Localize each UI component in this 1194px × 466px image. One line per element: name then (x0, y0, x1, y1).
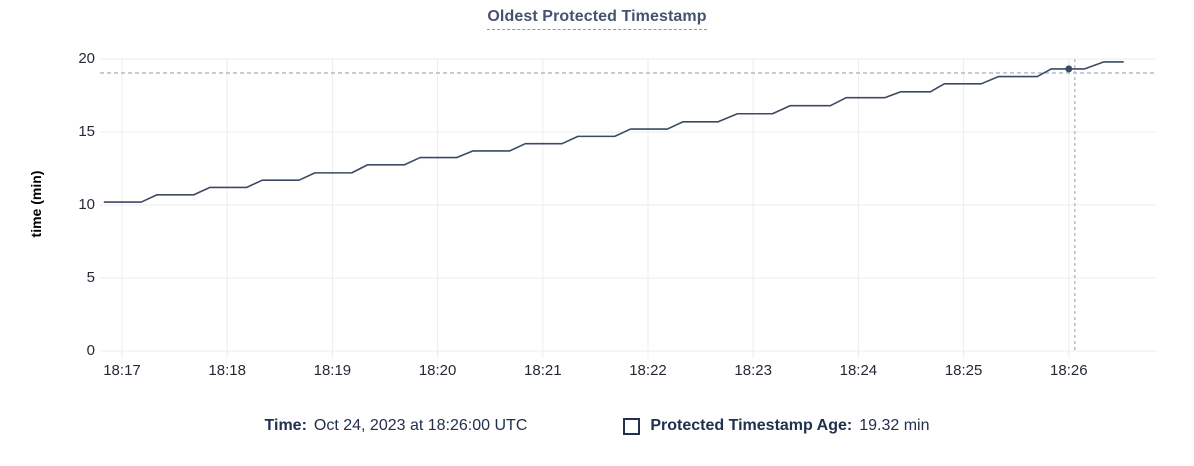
legend-time-label: Time: (264, 417, 307, 434)
y-axis-title: time (min) (28, 170, 44, 238)
series-line (103, 61, 1124, 203)
x-tick-label: 18:21 (524, 362, 562, 379)
chart-plot-area[interactable] (0, 0, 1194, 400)
x-tick-label: 18:22 (629, 362, 667, 379)
y-tick-label: 20 (78, 50, 95, 67)
chart-legend: Time: Oct 24, 2023 at 18:26:00 UTC Prote… (0, 417, 1194, 435)
legend-series-group: Protected Timestamp Age: 19.32 min (623, 417, 929, 435)
legend-time-value: Oct 24, 2023 at 18:26:00 UTC (313, 417, 528, 434)
x-tick-label: 18:19 (313, 362, 352, 379)
y-tick-label: 10 (78, 196, 95, 213)
x-tick-label: 18:24 (839, 362, 878, 379)
x-tick-label: 18:18 (208, 362, 246, 379)
highlight-dot (1065, 65, 1073, 73)
chart-header: Oldest Protected Timestamp (0, 8, 1194, 30)
y-tick-label: 0 (86, 342, 95, 359)
series-toggle-checkbox[interactable] (623, 417, 641, 435)
chart-title[interactable]: Oldest Protected Timestamp (487, 8, 707, 30)
legend-series-label: Protected Timestamp Age: (650, 417, 853, 434)
y-tick-label: 15 (78, 123, 95, 140)
x-tick-label: 18:26 (1050, 362, 1088, 379)
x-tick-label: 18:25 (944, 362, 983, 379)
x-tick-label: 18:17 (103, 362, 141, 379)
x-tick-label: 18:23 (734, 362, 772, 379)
legend-time-group: Time: Oct 24, 2023 at 18:26:00 UTC (265, 417, 528, 435)
y-tick-label: 5 (86, 269, 95, 286)
legend-series-value: 19.32 min (859, 417, 930, 434)
x-tick-label: 18:20 (418, 362, 457, 379)
